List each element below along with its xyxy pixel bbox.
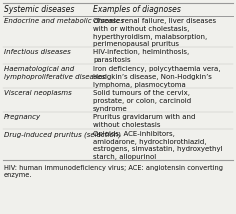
Text: Chronic renal failure, liver diseases
with or without cholestasis,
hyperthyroidi: Chronic renal failure, liver diseases wi… bbox=[93, 18, 216, 47]
Text: Pregnancy: Pregnancy bbox=[4, 114, 41, 120]
Text: Drug-induced pruritus (selection): Drug-induced pruritus (selection) bbox=[4, 131, 121, 138]
Text: HIV-infection, helminthosis,
parasitosis: HIV-infection, helminthosis, parasitosis bbox=[93, 49, 189, 63]
Text: Opioids, ACE-inhibitors,
amiodarone, hydrochlorothiazid,
estrogens, simvastatin,: Opioids, ACE-inhibitors, amiodarone, hyd… bbox=[93, 131, 223, 160]
Text: Systemic diseases: Systemic diseases bbox=[4, 5, 74, 14]
Text: Iron deficiency, polycythaemia vera,
Hodgkin’s disease, Non-Hodgkin’s
lymphoma, : Iron deficiency, polycythaemia vera, Hod… bbox=[93, 66, 220, 88]
Text: Haematological and
lymphoproliferative diseases: Haematological and lymphoproliferative d… bbox=[4, 66, 105, 80]
Text: Examples of diagnoses: Examples of diagnoses bbox=[93, 5, 181, 14]
Text: Visceral neoplasms: Visceral neoplasms bbox=[4, 90, 72, 96]
Text: HIV: human immunodeficiency virus; ACE: angiotensin converting
enzyme.: HIV: human immunodeficiency virus; ACE: … bbox=[4, 165, 223, 178]
Text: Endocrine and metabolic diseases: Endocrine and metabolic diseases bbox=[4, 18, 124, 24]
Text: Pruritus gravidarum with and
without cholestasis: Pruritus gravidarum with and without cho… bbox=[93, 114, 195, 128]
Text: Infectious diseases: Infectious diseases bbox=[4, 49, 71, 55]
Text: Solid tumours of the cervix,
prostate, or colon, carcinoid
syndrome: Solid tumours of the cervix, prostate, o… bbox=[93, 90, 191, 111]
